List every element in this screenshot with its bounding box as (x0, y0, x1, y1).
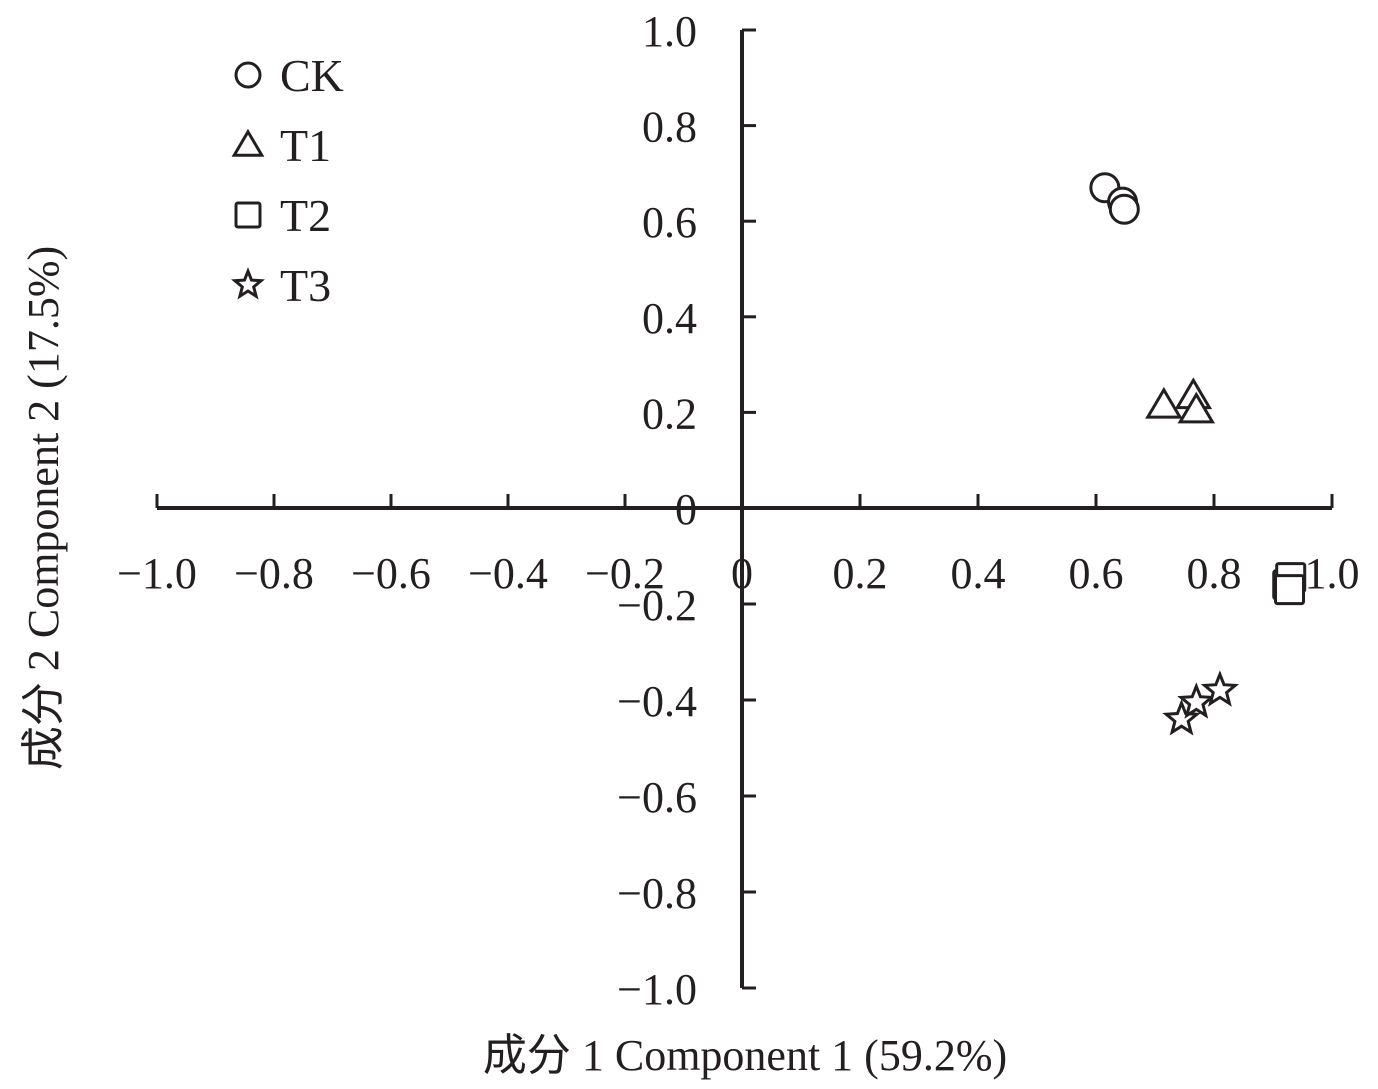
y-tick-label: −0.2 (617, 581, 697, 630)
y-tick-label: −0.6 (617, 773, 697, 822)
point-t2 (1274, 574, 1306, 606)
x-tick-label: 0.6 (1069, 549, 1124, 598)
legend-label-t2: T2 (280, 190, 331, 241)
x-tick-label: −0.6 (351, 549, 431, 598)
point-t3 (1162, 699, 1201, 736)
y-tick-label: 0.6 (642, 198, 697, 247)
ticks (155, 28, 1334, 990)
point-t1 (1145, 386, 1183, 419)
y-tick-label: −0.8 (617, 869, 697, 918)
y-tick-label: 0.2 (642, 389, 697, 438)
y-tick-label: 0.8 (642, 103, 697, 152)
y-tick-label: 0 (675, 485, 697, 534)
point-t3 (1200, 670, 1240, 707)
legend-marker-t1 (231, 128, 265, 157)
x-tick-label: 0 (731, 549, 753, 598)
point-t1 (1177, 391, 1216, 424)
x-tick-label: −0.4 (468, 549, 548, 598)
x-tick-label: −1.0 (117, 549, 197, 598)
x-tick-label: 0.8 (1187, 549, 1242, 598)
x-tick-label: −0.8 (234, 549, 314, 598)
y-tick-label: 1.0 (642, 7, 697, 56)
y-tick-label: −0.4 (617, 677, 697, 726)
y-tick-label: 0.4 (642, 294, 697, 343)
x-tick-label: 1.0 (1305, 549, 1360, 598)
tick-labels: −1.0 −0.8 −0.6 −0.4 −0.2 0 0.2 0.4 0.6 0.8 1.01.00… (117, 7, 1359, 1014)
legend: CK T1 T2 T3 (231, 50, 344, 311)
y-tick-label: −1.0 (617, 965, 697, 1014)
x-tick-label: −0.2 (585, 549, 665, 598)
legend-marker-ck (234, 61, 262, 89)
legend-marker-t3 (231, 267, 265, 300)
legend-label-t3: T3 (280, 260, 331, 311)
x-axis-title: 成分 1 Component 1 (59.2%) (483, 1031, 1007, 1080)
point-t3 (1177, 682, 1216, 719)
legend-label-ck: CK (280, 50, 344, 101)
x-tick-label: 0.2 (833, 549, 888, 598)
point-ck (1108, 193, 1140, 225)
legend-marker-t2 (234, 201, 262, 229)
y-axis-title: 成分 2 Component 2 (17.5%) (19, 246, 68, 770)
x-tick-label: 0.4 (951, 549, 1006, 598)
legend-label-t1: T1 (280, 120, 331, 171)
data-points (1089, 172, 1307, 736)
